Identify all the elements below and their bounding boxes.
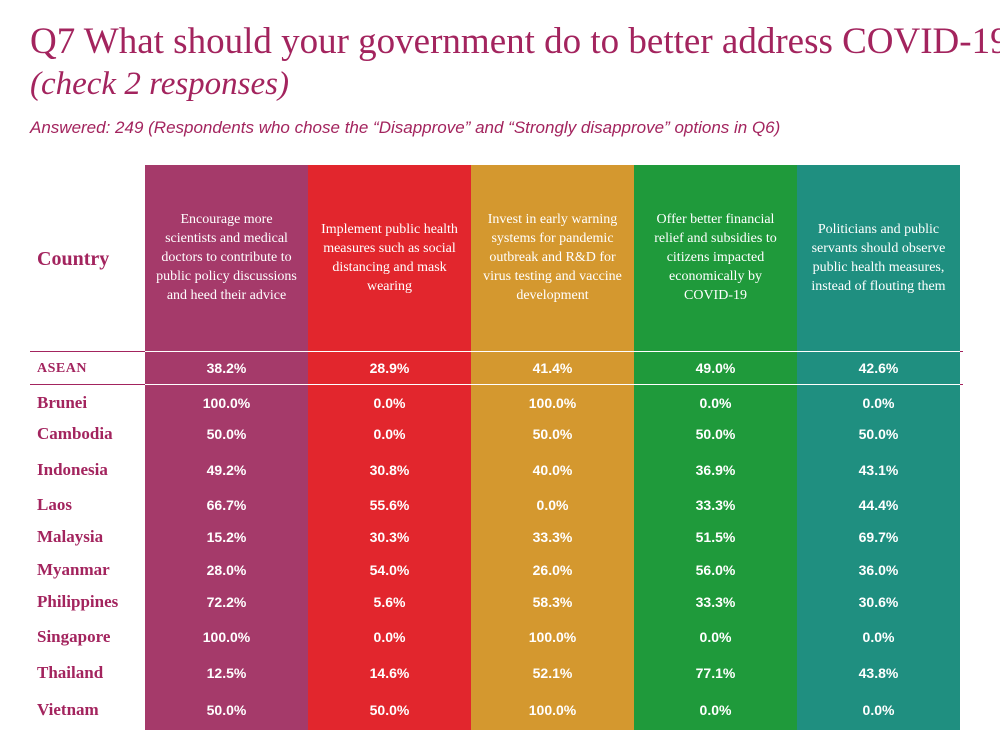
column-header-4: Offer better financial relief and subsid… — [654, 212, 777, 303]
cell-thailand-col5: 43.8% — [858, 665, 899, 681]
asean-divider-band — [145, 384, 960, 385]
cell-myanmar-col5: 36.0% — [858, 562, 899, 578]
cell-malaysia-col4: 51.5% — [695, 529, 736, 545]
column-band-3: Invest in early warning systems for pand… — [471, 165, 634, 730]
cell-singapore-col4: 0.0% — [699, 629, 732, 645]
row-label-indonesia: Indonesia — [37, 460, 108, 479]
cell-vietnam-col5: 0.0% — [862, 702, 895, 718]
cell-vietnam-col1: 50.0% — [206, 702, 247, 718]
cell-indonesia-col4: 36.9% — [695, 462, 736, 478]
cell-vietnam-col2: 50.0% — [369, 702, 410, 718]
row-label-brunei: Brunei — [37, 393, 88, 412]
cell-asean-col4: 49.0% — [695, 360, 736, 376]
row-label-cambodia: Cambodia — [37, 424, 113, 443]
question-instruction: (check 2 responses) — [30, 66, 290, 102]
cell-cambodia-col2: 0.0% — [373, 426, 406, 442]
cell-indonesia-col3: 40.0% — [532, 462, 573, 478]
cell-singapore-col5: 0.0% — [862, 629, 895, 645]
cell-myanmar-col1: 28.0% — [206, 562, 247, 578]
cell-laos-col5: 44.4% — [858, 497, 899, 513]
cell-thailand-col2: 14.6% — [369, 665, 410, 681]
column-band-2: Implement public health measures such as… — [308, 165, 471, 730]
cell-myanmar-col4: 56.0% — [695, 562, 736, 578]
cell-philippines-col3: 58.3% — [532, 594, 573, 610]
question-title: Q7 What should your government do to bet… — [30, 21, 1000, 62]
row-label-laos: Laos — [37, 495, 72, 514]
cell-laos-col2: 55.6% — [369, 497, 410, 513]
cell-thailand-col4: 77.1% — [695, 665, 736, 681]
column-header-2: Implement public health measures such as… — [321, 221, 458, 294]
cell-malaysia-col5: 69.7% — [858, 529, 899, 545]
answered-note: Answered: 249 (Respondents who chose the… — [30, 118, 781, 137]
column-header-1: Encourage more scientists and medical do… — [156, 212, 297, 303]
cell-brunei-col2: 0.0% — [373, 395, 406, 411]
cell-asean-col2: 28.9% — [369, 360, 410, 376]
country-column-header: Country — [37, 248, 110, 270]
row-label-myanmar: Myanmar — [37, 560, 110, 579]
cell-asean-col1: 38.2% — [206, 360, 247, 376]
cell-thailand-col3: 52.1% — [532, 665, 573, 681]
column-band-1: Encourage more scientists and medical do… — [145, 165, 308, 730]
cell-brunei-col3: 100.0% — [528, 395, 577, 411]
cell-vietnam-col4: 0.0% — [699, 702, 732, 718]
header-divider-band — [145, 351, 960, 352]
column-band-4: Offer better financial relief and subsid… — [634, 165, 797, 730]
cell-singapore-col2: 0.0% — [373, 629, 406, 645]
cell-philippines-col2: 5.6% — [373, 594, 406, 610]
cell-singapore-col1: 100.0% — [202, 629, 251, 645]
cell-indonesia-col1: 49.2% — [206, 462, 247, 478]
chart-title: Q7 What should your government do to bet… — [30, 20, 1000, 104]
row-label-singapore: Singapore — [37, 627, 111, 646]
cell-philippines-col1: 72.2% — [206, 594, 247, 610]
cell-brunei-col5: 0.0% — [862, 395, 895, 411]
cell-vietnam-col3: 100.0% — [528, 702, 577, 718]
cell-cambodia-col4: 50.0% — [695, 426, 736, 442]
column-header-3: Invest in early warning systems for pand… — [483, 212, 622, 303]
cell-malaysia-col2: 30.3% — [369, 529, 410, 545]
column-band-5: Politicians and public servants should o… — [797, 165, 960, 730]
cell-indonesia-col5: 43.1% — [858, 462, 899, 478]
cell-singapore-col3: 100.0% — [528, 629, 577, 645]
cell-myanmar-col3: 26.0% — [532, 562, 573, 578]
cell-brunei-col4: 0.0% — [699, 395, 732, 411]
cell-philippines-col4: 33.3% — [695, 594, 736, 610]
row-label-asean: ASEAN — [37, 361, 87, 376]
cell-laos-col3: 0.0% — [536, 497, 569, 513]
cell-laos-col4: 33.3% — [695, 497, 736, 513]
row-label-thailand: Thailand — [37, 663, 104, 682]
cell-thailand-col1: 12.5% — [206, 665, 247, 681]
cell-myanmar-col2: 54.0% — [369, 562, 410, 578]
cell-malaysia-col3: 33.3% — [532, 529, 573, 545]
cell-asean-col3: 41.4% — [532, 360, 573, 376]
cell-malaysia-col1: 15.2% — [206, 529, 247, 545]
cell-cambodia-col5: 50.0% — [858, 426, 899, 442]
row-label-malaysia: Malaysia — [37, 527, 104, 546]
cell-cambodia-col1: 50.0% — [206, 426, 247, 442]
cell-laos-col1: 66.7% — [206, 497, 247, 513]
row-label-vietnam: Vietnam — [37, 700, 99, 719]
row-label-philippines: Philippines — [37, 592, 119, 611]
cell-cambodia-col3: 50.0% — [532, 426, 573, 442]
cell-philippines-col5: 30.6% — [858, 594, 899, 610]
cell-asean-col5: 42.6% — [858, 360, 899, 376]
column-header-5: Politicians and public servants should o… — [811, 221, 946, 294]
cell-indonesia-col2: 30.8% — [369, 462, 410, 478]
cell-brunei-col1: 100.0% — [202, 395, 251, 411]
